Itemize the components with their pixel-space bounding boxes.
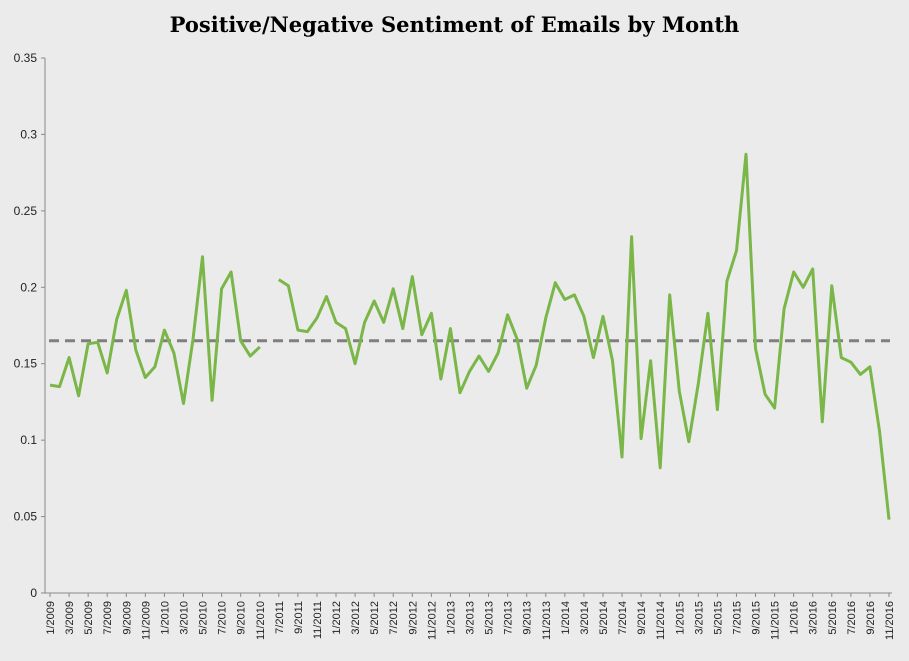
series-line [277, 152, 891, 520]
x-tick-label: 7/2009 [102, 601, 114, 635]
x-tick-label: 7/2013 [503, 601, 515, 635]
x-tick-label: 9/2010 [236, 601, 248, 635]
x-tick-label: 1/2009 [45, 601, 57, 635]
y-axis-ticks: 0 0.05 0.1 0.15 0.2 0.25 0.3 0.35 [14, 51, 45, 600]
x-tick-label: 5/2010 [198, 601, 210, 635]
x-tick-label: 5/2015 [712, 601, 724, 635]
x-tick-label: 11/2013 [541, 601, 553, 640]
y-tick-label: 0.25 [14, 204, 38, 218]
x-tick-label: 11/2010 [255, 601, 267, 640]
series-lines [49, 152, 891, 520]
x-tick-label: 11/2014 [655, 601, 667, 640]
x-tick-label: 11/2015 [770, 601, 782, 640]
x-tick-label: 9/2014 [636, 601, 648, 635]
x-tick-label: 11/2012 [426, 601, 438, 640]
y-tick-label: 0.15 [14, 357, 38, 371]
y-tick-label: 0 [30, 586, 37, 600]
x-tick-label: 1/2010 [159, 601, 171, 635]
x-tick-label: 11/2016 [884, 601, 896, 640]
x-tick-label: 1/2016 [789, 601, 801, 635]
x-tick-label: 7/2016 [846, 601, 858, 635]
x-tick-label: 9/2011 [293, 601, 305, 634]
y-tick-label: 0.1 [20, 433, 37, 447]
x-tick-label: 11/2011 [312, 601, 324, 639]
chart-title: Positive/Negative Sentiment of Emails by… [169, 12, 740, 37]
x-tick-label: 5/2009 [83, 601, 95, 635]
x-tick-label: 5/2012 [369, 601, 381, 635]
x-tick-label: 11/2009 [140, 601, 152, 640]
x-axis-ticks: 1/2009 3/2009 5/2009 7/2009 9/2009 11/2009 1/2… [45, 593, 896, 640]
x-tick-label: 7/2010 [217, 601, 229, 635]
x-tick-label: 3/2010 [178, 601, 190, 635]
y-tick-label: 0.05 [14, 510, 38, 524]
x-tick-label: 3/2015 [693, 601, 705, 635]
x-tick-label: 1/2013 [445, 601, 457, 635]
x-tick-label: 5/2014 [598, 601, 610, 635]
x-tick-label: 7/2015 [731, 601, 743, 635]
y-tick-label: 0.2 [20, 280, 37, 294]
x-tick-label: 3/2014 [579, 601, 591, 635]
x-tick-label: 5/2016 [827, 601, 839, 635]
x-tick-label: 3/2012 [350, 601, 362, 635]
x-tick-label: 9/2012 [407, 601, 419, 635]
x-tick-label: 5/2013 [484, 601, 496, 635]
x-tick-label: 9/2013 [522, 601, 534, 635]
y-tick-label: 0.35 [14, 51, 38, 65]
x-tick-label: 1/2015 [674, 601, 686, 635]
x-tick-label: 9/2016 [865, 601, 877, 635]
y-tick-label: 0.3 [20, 127, 37, 141]
x-tick-label: 3/2013 [465, 601, 477, 635]
x-tick-label: 3/2009 [64, 601, 76, 635]
x-tick-label: 9/2009 [121, 601, 133, 635]
x-tick-label: 1/2014 [560, 601, 572, 635]
x-tick-label: 3/2016 [808, 601, 820, 635]
x-tick-label: 7/2014 [617, 601, 629, 635]
x-tick-label: 7/2012 [388, 601, 400, 635]
x-tick-label: 7/2011 [274, 601, 286, 634]
series-line [49, 255, 261, 405]
x-tick-label: 1/2012 [331, 601, 343, 635]
x-tick-label: 9/2015 [751, 601, 763, 635]
